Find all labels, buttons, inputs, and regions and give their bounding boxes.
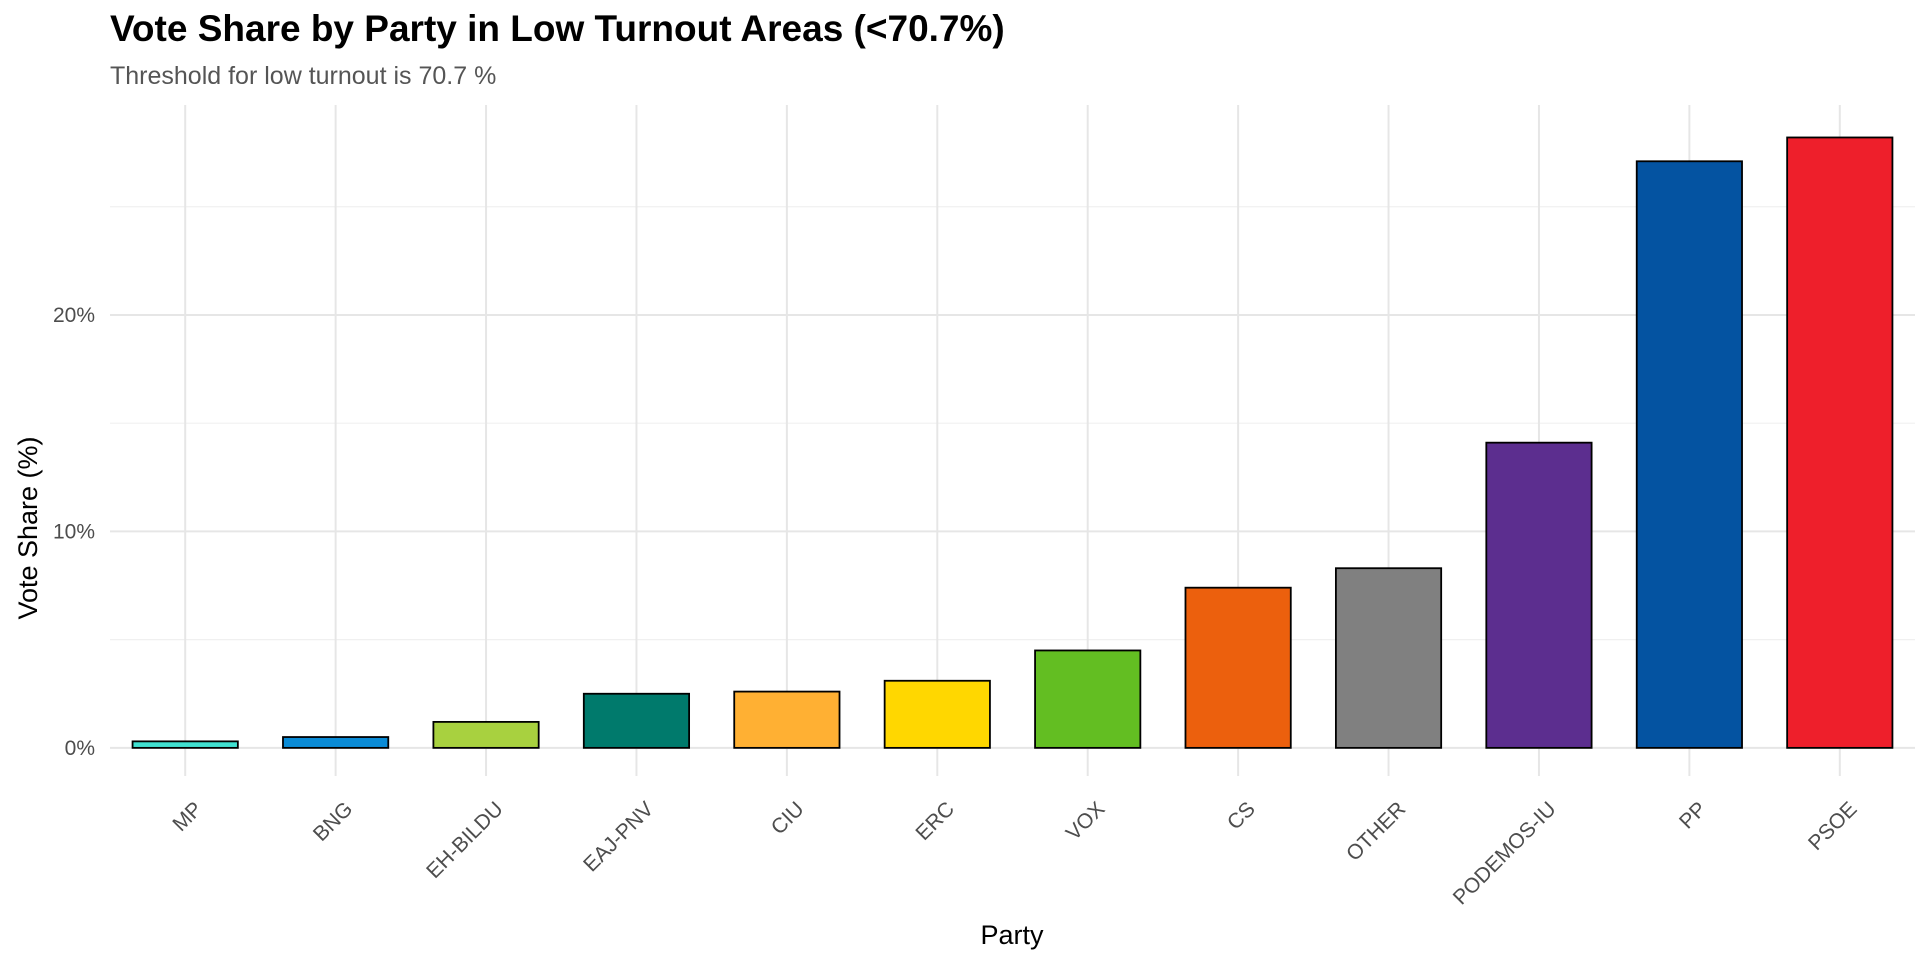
chart-subtitle: Threshold for low turnout is 70.7 % [110, 62, 497, 90]
x-axis-tick-labels: MP BNG EH-BILDU EAJ-PNV CIU ERC VOX CS OTHER PODE… [168, 797, 1861, 909]
bar-psoe [1786, 136, 1894, 749]
y-tick-label: 10% [53, 520, 95, 543]
y-axis-tick-labels: 0% 10% 20% [53, 304, 95, 760]
bar-erc [883, 679, 991, 749]
bar-cs [1184, 586, 1292, 749]
bar-vox [1034, 649, 1142, 749]
x-tick-label: EH-BILDU [422, 797, 508, 883]
bar-pp [1635, 160, 1743, 749]
x-tick-label: BNG [309, 797, 357, 845]
bar-ciu [733, 690, 841, 749]
bar-mp [131, 740, 239, 749]
x-tick-label: VOX [1062, 797, 1110, 845]
x-tick-label: CIU [767, 797, 809, 839]
bar-podemos-iu [1485, 441, 1593, 749]
x-tick-label: PP [1675, 797, 1711, 833]
x-tick-label: PODEMOS-IU [1449, 797, 1561, 909]
bar-eaj-pnv [582, 692, 691, 749]
x-tick-label: OTHER [1342, 797, 1410, 865]
x-tick-label: PSOE [1804, 797, 1862, 855]
x-tick-label: MP [168, 797, 207, 836]
x-tick-label: CS [1223, 797, 1260, 834]
y-axis-title: Vote Share (%) [13, 436, 43, 619]
x-axis-title: Party [980, 920, 1044, 950]
minor-gridlines [110, 206, 1915, 641]
bar-eh-bildu [432, 720, 540, 749]
y-tick-label: 20% [53, 304, 95, 327]
y-tick-label: 0% [65, 737, 95, 760]
x-tick-label: ERC [911, 797, 959, 845]
x-tick-label: EAJ-PNV [579, 797, 658, 876]
bar-other [1334, 567, 1443, 749]
bar-bng [282, 736, 390, 749]
chart-title: Vote Share by Party in Low Turnout Areas… [110, 8, 1005, 49]
bars [131, 136, 1894, 749]
